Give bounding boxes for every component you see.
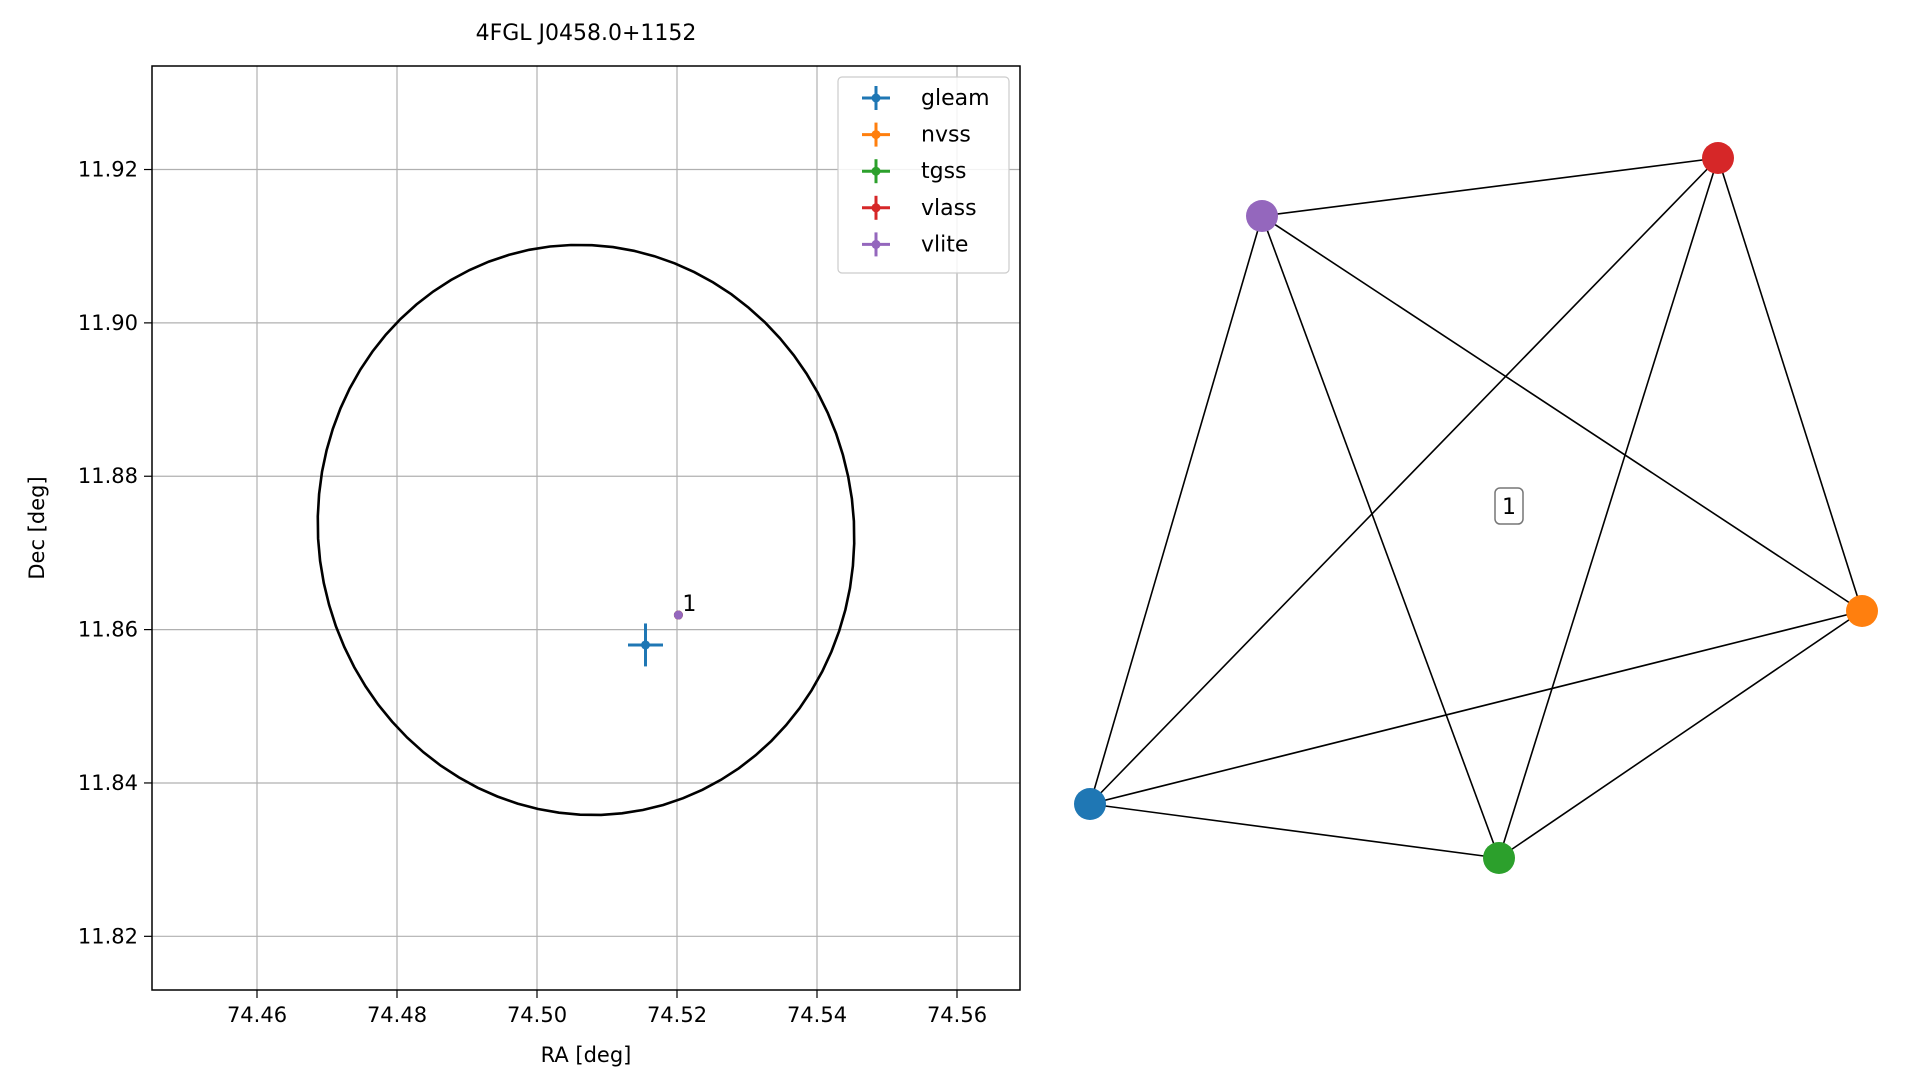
legend-label: gleam <box>921 86 990 111</box>
y-tick-label: 11.84 <box>78 771 138 795</box>
x-tick-label: 74.52 <box>647 1003 707 1027</box>
scatter-panel: 4FGL J0458.0+1152 1 74.46 74.48 74.50 74.52… <box>25 21 1021 1067</box>
legend-entry-nvss: nvss <box>862 122 971 148</box>
legend-swatch-dot <box>871 130 881 140</box>
node-tgss <box>1483 842 1515 874</box>
node-nvss <box>1846 595 1878 627</box>
legend-entry-gleam: gleam <box>862 86 990 111</box>
x-axis-label: RA [deg] <box>541 1043 632 1067</box>
legend-entry-vlite: vlite <box>862 232 968 257</box>
edge-tgss-vlite <box>1261 215 1500 859</box>
node-vlite <box>1246 200 1278 232</box>
y-tick-label: 11.92 <box>78 158 138 182</box>
y-axis-ticks: 11.82 11.84 11.86 11.88 11.90 11.92 <box>78 158 152 948</box>
network-nodes <box>1074 142 1878 874</box>
x-tick-label: 74.56 <box>927 1003 987 1027</box>
edge-gleam-tgss <box>1089 803 1500 859</box>
x-tick-label: 74.50 <box>507 1003 567 1027</box>
edge-vlass-vlite <box>1261 157 1719 217</box>
legend-swatch-dot <box>871 166 881 176</box>
x-tick-label: 74.54 <box>787 1003 847 1027</box>
edge-gleam-vlite <box>1089 215 1263 805</box>
y-tick-label: 11.86 <box>78 618 138 642</box>
position-ellipse <box>316 243 856 817</box>
data-points: 1 <box>628 592 696 667</box>
legend-swatch-dot <box>871 93 881 103</box>
legend: gleam nvss tgss vlass vlite <box>837 76 1010 274</box>
node-gleam <box>1074 788 1106 820</box>
plot-frame <box>151 65 1021 991</box>
legend-swatch-dot <box>871 203 881 213</box>
scatter-title: 4FGL J0458.0+1152 <box>476 21 697 46</box>
y-tick-label: 11.88 <box>78 464 138 488</box>
network-label-box <box>1494 487 1524 525</box>
y-tick-label: 11.90 <box>78 311 138 335</box>
point-gleam <box>628 623 663 667</box>
edge-nvss-vlite <box>1261 215 1863 612</box>
x-axis-ticks: 74.46 74.48 74.50 74.52 74.54 74.56 <box>227 990 987 1027</box>
legend-swatch-dot <box>871 239 881 249</box>
y-tick-label: 11.82 <box>78 924 138 948</box>
edge-gleam-nvss <box>1089 610 1863 805</box>
point-annotation: 1 <box>682 592 696 617</box>
network-label-text: 1 <box>1502 495 1516 520</box>
legend-label: nvss <box>921 123 971 148</box>
legend-entry-vlass: vlass <box>862 195 977 221</box>
y-axis-label: Dec [deg] <box>25 476 49 579</box>
marker-gleam <box>641 640 650 650</box>
network-label: 1 <box>1494 487 1524 525</box>
legend-frame <box>837 76 1010 274</box>
edge-nvss-vlass <box>1717 157 1863 612</box>
position-ellipse-path <box>316 243 856 817</box>
edge-gleam-vlass <box>1089 157 1719 805</box>
legend-label: vlass <box>921 196 977 221</box>
x-tick-label: 74.46 <box>227 1003 287 1027</box>
legend-label: tgss <box>921 159 967 184</box>
edge-tgss-vlass <box>1498 157 1719 859</box>
marker-vlite <box>673 610 683 620</box>
x-tick-label: 74.48 <box>367 1003 427 1027</box>
legend-label: vlite <box>921 232 968 257</box>
legend-entry-tgss: tgss <box>862 159 967 184</box>
point-vlite <box>673 610 683 620</box>
network-edges <box>1089 157 1863 859</box>
node-vlass <box>1702 142 1734 174</box>
edge-nvss-tgss <box>1498 610 1863 859</box>
network-panel: 1 <box>1074 142 1878 874</box>
